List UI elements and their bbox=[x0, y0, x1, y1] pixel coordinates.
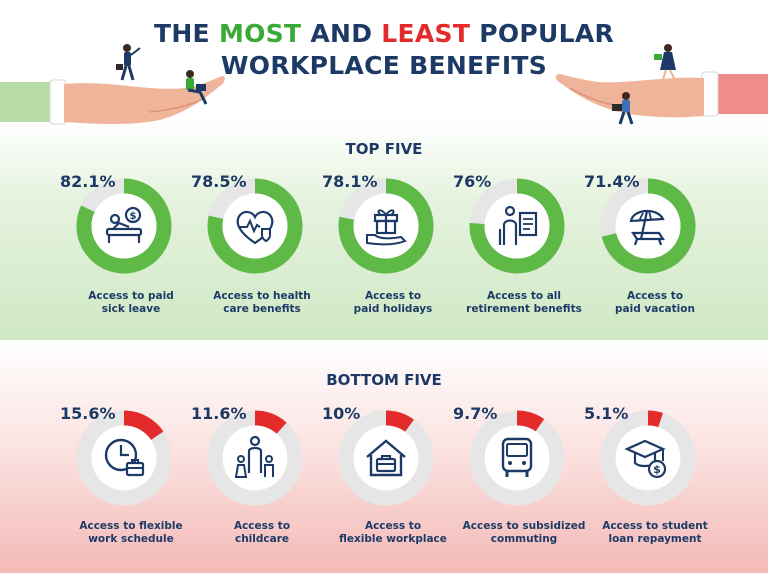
benefit-label-line: work schedule bbox=[88, 533, 174, 545]
gift-icon bbox=[366, 209, 407, 246]
benefit-label-line: retirement benefits bbox=[466, 303, 582, 315]
donut-bus bbox=[469, 410, 565, 506]
graduation-money-icon: $ bbox=[624, 439, 667, 479]
benefit-label-line: Access to subsidized bbox=[462, 520, 586, 532]
donut-value-arc bbox=[647, 410, 663, 428]
donut-value-arc bbox=[254, 410, 287, 435]
benefit-label: Access to flexible workplace bbox=[318, 520, 468, 546]
percent-label: 11.6% bbox=[191, 404, 247, 423]
benefit-label-line: childcare bbox=[234, 533, 290, 545]
title-least: LEAST bbox=[381, 19, 471, 48]
donut-health-care bbox=[207, 178, 303, 274]
donut-family bbox=[207, 410, 303, 506]
donut-gift bbox=[338, 178, 434, 274]
benefit-label-line: paid vacation bbox=[615, 303, 695, 315]
benefit-label-line: loan repayment bbox=[608, 533, 702, 545]
percent-label: 71.4% bbox=[584, 172, 640, 191]
family-icon bbox=[234, 435, 274, 478]
title-line2: WORKPLACE BENEFITS bbox=[220, 51, 548, 80]
benefit-label: Access to childcare bbox=[187, 520, 337, 546]
clock-briefcase-icon bbox=[104, 438, 145, 477]
retirement-icon bbox=[498, 205, 538, 245]
benefit-label: Access to all retirement benefits bbox=[449, 290, 599, 316]
benefit-label: Access to paid vacation bbox=[580, 290, 730, 316]
right-hand-illustration bbox=[555, 44, 768, 125]
benefit-label-line: flexible workplace bbox=[339, 533, 447, 545]
benefit-label: Access to health care benefits bbox=[187, 290, 337, 316]
benefit-label-line: Access to bbox=[364, 290, 422, 302]
percent-label: 10% bbox=[322, 404, 361, 423]
percent-label: 5.1% bbox=[584, 404, 629, 423]
donut-value-arc bbox=[123, 410, 164, 441]
svg-text:$: $ bbox=[130, 211, 137, 222]
benefit-label-line: Access to bbox=[233, 520, 291, 532]
percent-label: 76% bbox=[453, 172, 492, 191]
donut-sick-leave: $ bbox=[76, 178, 172, 274]
page-title: THE MOST AND LEAST POPULAR WORKPLACE BEN… bbox=[153, 19, 615, 80]
health-care-icon bbox=[236, 210, 274, 245]
benefit-label-line: Access to student bbox=[602, 520, 708, 532]
donut-value-arc bbox=[338, 178, 434, 274]
benefit-label: Access to flexible work schedule bbox=[56, 520, 206, 546]
walking-woman-icon bbox=[654, 44, 677, 83]
donut-vacation bbox=[600, 178, 696, 274]
donut-value-arc bbox=[469, 178, 565, 274]
benefit-label: Access to paid sick leave bbox=[56, 290, 206, 316]
percent-label: 9.7% bbox=[453, 404, 498, 423]
svg-text:$: $ bbox=[653, 463, 661, 476]
percent-label: 78.5% bbox=[191, 172, 247, 191]
percent-label: 82.1% bbox=[60, 172, 116, 191]
benefit-label-line: care benefits bbox=[223, 303, 301, 315]
donut-house-briefcase bbox=[338, 410, 434, 506]
sick-leave-icon: $ bbox=[105, 206, 143, 243]
benefit-label-line: Access to paid bbox=[88, 290, 174, 302]
bus-icon bbox=[501, 437, 533, 477]
benefit-label: Access to student loan repayment bbox=[580, 520, 730, 546]
donut-clock-briefcase bbox=[76, 410, 172, 506]
benefit-label: Access to paid holidays bbox=[318, 290, 468, 316]
donut-value-arc bbox=[516, 410, 545, 432]
sitting-person-icon bbox=[186, 70, 208, 105]
percent-label: 15.6% bbox=[60, 404, 116, 423]
bottom-five-title: BOTTOM FIVE bbox=[326, 371, 442, 389]
benefit-label-line: paid holidays bbox=[353, 303, 433, 315]
donut-value-arc bbox=[385, 410, 414, 432]
left-hand-illustration bbox=[0, 44, 225, 125]
donut-graduation-money: $ bbox=[600, 410, 696, 506]
benefit-label-line: Access to all bbox=[486, 290, 562, 302]
benefit-label-line: commuting bbox=[490, 533, 558, 545]
benefit-label-line: Access to bbox=[626, 290, 684, 302]
benefit-label-line: sick leave bbox=[101, 303, 161, 315]
donut-retirement bbox=[469, 178, 565, 274]
vacation-icon bbox=[629, 209, 666, 246]
title-most: MOST bbox=[218, 19, 302, 48]
top-five-title: TOP FIVE bbox=[345, 140, 423, 158]
percent-label: 78.1% bbox=[322, 172, 378, 191]
house-briefcase-icon bbox=[366, 439, 406, 477]
donut-value-arc bbox=[207, 178, 303, 274]
benefit-label-line: Access to flexible bbox=[79, 520, 183, 532]
donut-value-arc bbox=[76, 178, 172, 274]
businessman-figure-icon bbox=[116, 44, 141, 81]
sitting-man-icon bbox=[612, 92, 634, 125]
donut-value-arc bbox=[601, 178, 696, 274]
benefit-label-line: Access to health bbox=[213, 290, 311, 302]
benefit-label-line: Access to bbox=[364, 520, 422, 532]
benefit-label: Access to subsidized commuting bbox=[449, 520, 599, 546]
